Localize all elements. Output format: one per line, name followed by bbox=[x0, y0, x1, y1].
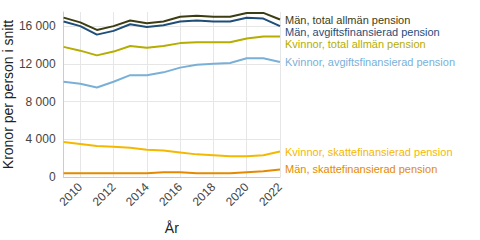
svg-text:Kronor per person i snitt: Kronor per person i snitt bbox=[0, 20, 16, 170]
svg-text:Kvinnor, avgiftsfinansierad pe: Kvinnor, avgiftsfinansierad pension bbox=[285, 56, 455, 68]
svg-text:Män, skattefinansierad pension: Män, skattefinansierad pension bbox=[285, 163, 437, 175]
svg-text:2022: 2022 bbox=[256, 180, 285, 209]
svg-text:12 000: 12 000 bbox=[19, 57, 56, 71]
svg-text:2012: 2012 bbox=[90, 180, 119, 209]
svg-text:4 000: 4 000 bbox=[26, 132, 56, 146]
svg-text:År: År bbox=[165, 220, 179, 236]
svg-text:2010: 2010 bbox=[56, 180, 85, 209]
svg-text:2018: 2018 bbox=[190, 180, 219, 209]
svg-text:2016: 2016 bbox=[156, 180, 185, 209]
svg-text:2020: 2020 bbox=[223, 180, 252, 209]
svg-text:Män, total allmän pension: Män, total allmän pension bbox=[285, 14, 410, 26]
svg-text:0: 0 bbox=[49, 170, 56, 184]
svg-text:Män, avgiftsfinansierad pensio: Män, avgiftsfinansierad pension bbox=[285, 26, 440, 38]
svg-text:2014: 2014 bbox=[123, 180, 152, 209]
svg-text:8 000: 8 000 bbox=[26, 95, 56, 109]
svg-text:Kvinnor, total allmän pension: Kvinnor, total allmän pension bbox=[285, 38, 426, 50]
svg-text:16 000: 16 000 bbox=[19, 19, 56, 33]
svg-text:Kvinnor, skattefinansierad pen: Kvinnor, skattefinansierad pension bbox=[285, 146, 453, 158]
